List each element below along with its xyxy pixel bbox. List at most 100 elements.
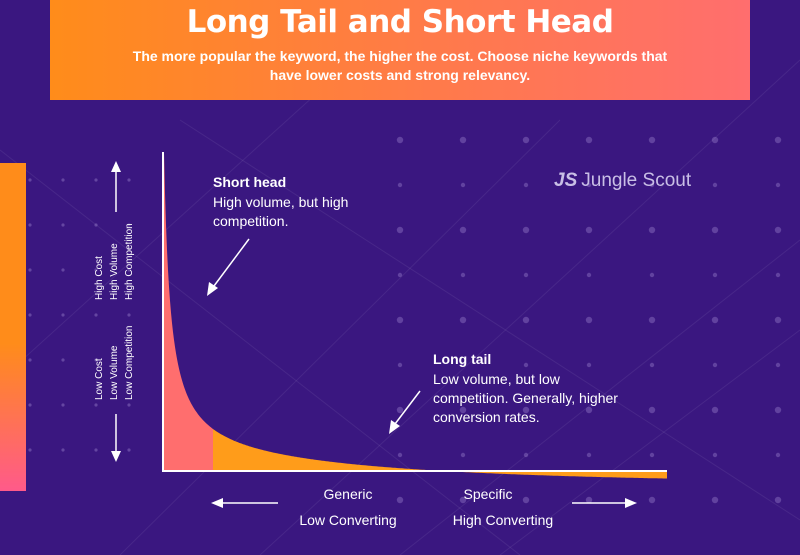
logo-text: Jungle Scout: [581, 170, 692, 191]
background-line: [119, 119, 561, 555]
background-dot: [775, 452, 781, 458]
y-label-high-cost: High Cost: [94, 256, 105, 300]
background-line: [179, 119, 800, 521]
background-dot: [586, 272, 592, 278]
background-dot: [460, 272, 466, 278]
page-subtitle: The more popular the keyword, the higher…: [132, 48, 668, 83]
background-dot: [649, 182, 655, 188]
background-dot: [127, 403, 131, 407]
background-dot: [586, 362, 592, 368]
background-dot: [649, 272, 655, 278]
background-dot: [396, 406, 404, 414]
background-dot: [459, 316, 467, 324]
background-dot: [775, 182, 781, 188]
background-dot: [396, 136, 404, 144]
background-line: [399, 239, 800, 555]
background-dot: [127, 448, 131, 452]
background-dot: [711, 496, 719, 504]
background-dot: [648, 406, 656, 414]
background-dot: [61, 403, 65, 407]
background-dot: [586, 452, 592, 458]
background-dot: [61, 448, 65, 452]
background-dot: [397, 182, 403, 188]
short-head-description: High volume, but high competition.: [213, 194, 349, 229]
header-banner: Long Tail and Short Head The more popula…: [50, 0, 750, 100]
background-dot: [28, 178, 32, 182]
background-dot: [459, 496, 467, 504]
background-dot: [127, 268, 131, 272]
background-dot: [459, 406, 467, 414]
background-dot: [712, 272, 718, 278]
background-dot: [94, 223, 98, 227]
background-dot: [61, 313, 65, 317]
x-label-specific: Specific: [463, 486, 513, 502]
background-dot: [711, 226, 719, 234]
background-dot: [28, 358, 32, 362]
background-dot: [61, 358, 65, 362]
short-head-pointer-arrow: [207, 238, 250, 296]
background-dot: [397, 452, 403, 458]
background-dot: [522, 496, 530, 504]
background-dot: [28, 313, 32, 317]
page-title: Long Tail and Short Head: [186, 4, 614, 40]
background-dot: [94, 313, 98, 317]
background-dot: [648, 316, 656, 324]
background-dot: [523, 182, 529, 188]
background-dot: [522, 226, 530, 234]
background-dot: [774, 496, 782, 504]
background-dot: [585, 226, 593, 234]
background-dot: [94, 403, 98, 407]
background-dot: [127, 223, 131, 227]
background-dot: [94, 448, 98, 452]
long-tail-pointer-arrow: [389, 390, 421, 434]
background-dot: [711, 316, 719, 324]
background-dot: [649, 362, 655, 368]
background-dot: [712, 182, 718, 188]
background-dot: [774, 316, 782, 324]
background-dot: [397, 272, 403, 278]
background-dot: [396, 226, 404, 234]
x-axis-right-arrow: [572, 498, 637, 508]
background-line: [259, 59, 800, 555]
background-dot: [61, 223, 65, 227]
x-label-low-converting: Low Converting: [299, 512, 397, 528]
background-dot: [127, 313, 131, 317]
x-label-high-converting: High Converting: [452, 512, 554, 528]
background-dot: [649, 452, 655, 458]
background-dot: [460, 452, 466, 458]
background-dot: [396, 496, 404, 504]
background-dot: [61, 178, 65, 182]
background-dot: [648, 496, 656, 504]
y-axis-down-arrow: [111, 414, 121, 462]
background-dot: [460, 182, 466, 188]
background-dot: [396, 316, 404, 324]
background-dot: [127, 358, 131, 362]
background-dot: [61, 268, 65, 272]
logo-mark: JS: [554, 170, 578, 191]
jungle-scout-logo: JS Jungle Scout: [554, 170, 691, 194]
background-dot: [711, 406, 719, 414]
background-dot: [648, 136, 656, 144]
y-label-high-competition: High Competition: [124, 223, 135, 300]
background-dot: [460, 362, 466, 368]
background-dot: [522, 136, 530, 144]
background-dot: [712, 452, 718, 458]
background-line: [0, 149, 521, 555]
background-dot: [397, 362, 403, 368]
y-label-low-volume: Low Volume: [109, 345, 120, 400]
background-dot: [585, 136, 593, 144]
background-dot: [774, 226, 782, 234]
background-dot: [585, 406, 593, 414]
y-axis-up-arrow: [111, 161, 121, 212]
background-dot: [459, 136, 467, 144]
background-dot: [775, 272, 781, 278]
background-dot: [523, 362, 529, 368]
background-line: [499, 329, 800, 555]
background-dot: [775, 362, 781, 368]
background-dot: [774, 136, 782, 144]
y-label-low-competition: Low Competition: [124, 325, 135, 400]
x-label-generic: Generic: [323, 486, 373, 502]
background-dot: [774, 406, 782, 414]
short-head-title: Short head: [213, 174, 287, 190]
